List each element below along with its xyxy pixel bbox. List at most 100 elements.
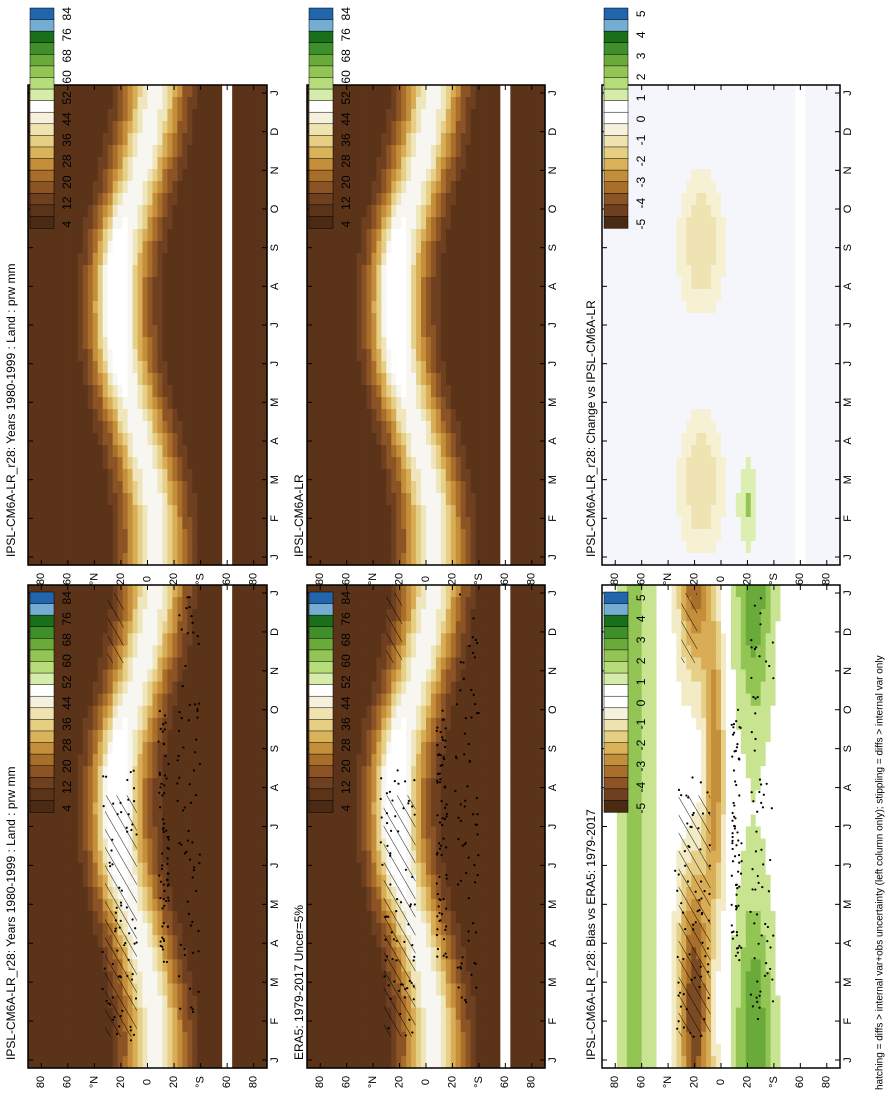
field-cell bbox=[88, 421, 94, 434]
field-cell bbox=[232, 682, 238, 695]
field-cell bbox=[332, 1008, 338, 1021]
field-cell bbox=[357, 1056, 363, 1069]
field-cell bbox=[217, 253, 223, 266]
field-cell bbox=[33, 253, 39, 266]
field-cell bbox=[187, 97, 193, 110]
field-cell bbox=[152, 97, 158, 110]
stipple-dot bbox=[177, 800, 179, 802]
field-cell bbox=[257, 205, 263, 218]
field-cell bbox=[207, 289, 213, 302]
field-cell bbox=[78, 109, 84, 122]
field-cell bbox=[93, 301, 99, 314]
field-cell bbox=[237, 1056, 243, 1069]
field-cell bbox=[108, 754, 114, 767]
field-cell bbox=[217, 121, 223, 134]
field-cell bbox=[207, 633, 213, 646]
field-cell bbox=[143, 633, 149, 646]
field-cell bbox=[53, 1020, 59, 1033]
field-cell bbox=[152, 935, 158, 948]
field-cell bbox=[182, 827, 188, 840]
field-cell bbox=[207, 397, 213, 410]
field-cell bbox=[128, 109, 134, 122]
field-cell bbox=[232, 217, 238, 230]
field-cell bbox=[202, 277, 208, 290]
field-cell bbox=[367, 1044, 373, 1057]
field-cell bbox=[202, 265, 208, 278]
field-cell bbox=[167, 645, 173, 658]
field-cell bbox=[371, 911, 377, 924]
field-cell bbox=[167, 1008, 173, 1021]
field-cell bbox=[78, 585, 84, 598]
field-cell bbox=[212, 947, 218, 960]
field-cell bbox=[53, 887, 59, 900]
field-cell bbox=[257, 337, 263, 350]
field-cell bbox=[58, 301, 64, 314]
field-cell bbox=[152, 301, 158, 314]
field-cell bbox=[78, 597, 84, 610]
field-cell bbox=[78, 670, 84, 683]
field-cell bbox=[182, 529, 188, 542]
field-cell bbox=[118, 85, 124, 98]
field-cell bbox=[98, 397, 104, 410]
field-cell bbox=[237, 157, 243, 170]
field-cell bbox=[157, 585, 163, 598]
field-cell bbox=[38, 241, 44, 254]
field-cell bbox=[307, 899, 313, 912]
field-cell bbox=[381, 742, 387, 755]
field-cell bbox=[128, 670, 134, 683]
field-cell bbox=[68, 947, 74, 960]
colorbar-swatch bbox=[30, 673, 54, 685]
field-cell bbox=[167, 205, 173, 218]
field-cell bbox=[242, 229, 248, 242]
field-cell bbox=[53, 409, 59, 422]
field-cell bbox=[381, 754, 387, 767]
field-cell bbox=[217, 609, 223, 622]
field-cell bbox=[33, 373, 39, 386]
field-cell bbox=[93, 814, 99, 827]
field-cell bbox=[212, 157, 218, 170]
field-cell bbox=[332, 851, 338, 864]
field-cell bbox=[202, 181, 208, 194]
field-cell bbox=[242, 253, 248, 266]
field-cell bbox=[217, 657, 223, 670]
field-cell bbox=[157, 121, 163, 134]
field-cell bbox=[232, 373, 238, 386]
field-cell bbox=[212, 766, 218, 779]
field-cell bbox=[202, 469, 208, 482]
stipple-dot bbox=[130, 1029, 132, 1031]
field-cell bbox=[177, 657, 183, 670]
field-cell bbox=[232, 553, 238, 566]
field-cell bbox=[73, 361, 79, 374]
field-cell bbox=[237, 983, 243, 996]
stipple-dot bbox=[161, 925, 163, 927]
field-cell bbox=[312, 1056, 318, 1069]
field-cell bbox=[177, 217, 183, 230]
field-cell bbox=[63, 959, 69, 972]
field-cell bbox=[162, 597, 168, 610]
field-cell bbox=[143, 971, 149, 984]
field-cell bbox=[133, 361, 139, 374]
field-cell bbox=[58, 911, 64, 924]
field-cell bbox=[88, 433, 94, 446]
field-cell bbox=[98, 754, 104, 767]
stipple-dot bbox=[190, 924, 192, 926]
field-cell bbox=[48, 814, 54, 827]
stipple-dot bbox=[117, 813, 119, 815]
field-cell bbox=[357, 597, 363, 610]
field-cell bbox=[143, 529, 149, 542]
field-cell bbox=[33, 863, 39, 876]
field-cell bbox=[367, 730, 373, 743]
field-cell bbox=[376, 863, 382, 876]
field-cell bbox=[352, 996, 358, 1009]
field-cell bbox=[197, 983, 203, 996]
field-cell bbox=[38, 373, 44, 386]
field-cell bbox=[148, 241, 154, 254]
field-cell bbox=[58, 421, 64, 434]
stipple-dot bbox=[163, 961, 165, 963]
field-cell bbox=[88, 493, 94, 506]
field-cell bbox=[197, 682, 203, 695]
field-cell bbox=[252, 1056, 258, 1069]
field-cell bbox=[247, 827, 253, 840]
field-cell bbox=[182, 433, 188, 446]
field-cell bbox=[53, 1008, 59, 1021]
